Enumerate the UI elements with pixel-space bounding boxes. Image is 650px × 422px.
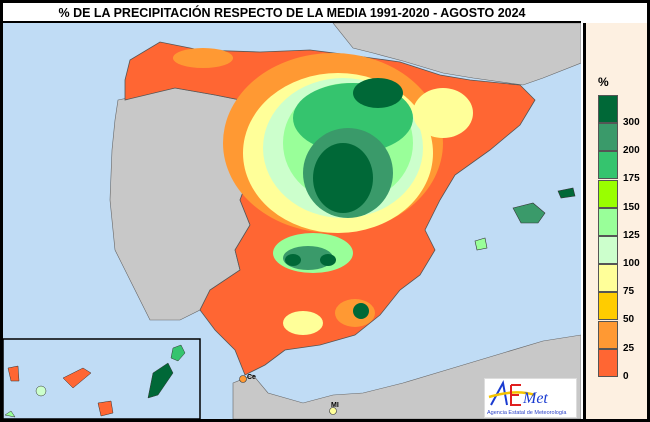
aemet-logo-mark: Met xyxy=(488,380,548,407)
legend-label: 0 xyxy=(623,370,629,382)
logo-subtitle: Agencia Estatal de Meteorología xyxy=(487,410,567,416)
precip-patches xyxy=(173,48,473,335)
precipitation-map: Ce MI xyxy=(3,23,581,419)
legend-swatch xyxy=(598,348,618,377)
legend-swatch xyxy=(598,264,618,293)
svg-text:Met: Met xyxy=(522,390,548,407)
legend-swatch xyxy=(598,151,618,180)
legend-label: 175 xyxy=(623,173,640,185)
legend-label: 200 xyxy=(623,145,640,157)
legend-swatch xyxy=(598,179,618,208)
menorca xyxy=(557,187,576,199)
ceuta-marker xyxy=(239,375,247,383)
ibiza xyxy=(474,237,488,251)
legend-swatch xyxy=(598,123,618,152)
melilla-label: MI xyxy=(331,402,339,409)
legend-label: 125 xyxy=(623,229,640,241)
legend-label: 50 xyxy=(623,314,635,326)
legend-unit: % xyxy=(598,75,609,89)
legend-swatch xyxy=(598,236,618,264)
ceuta-label: Ce xyxy=(247,374,256,381)
aemet-logo: Met Agencia Estatal de Meteorología xyxy=(484,378,577,418)
legend-swatch xyxy=(598,320,618,349)
legend-swatch xyxy=(598,95,618,123)
legend: % 300 200 175 150 125 100 75 50 25 0 xyxy=(583,23,647,419)
legend-swatch xyxy=(598,207,618,236)
legend-label: 150 xyxy=(623,201,640,213)
legend-label: 25 xyxy=(623,342,635,354)
legend-label: 75 xyxy=(623,286,635,298)
melilla-marker xyxy=(329,407,337,415)
legend-swatch xyxy=(598,292,618,321)
legend-label: 100 xyxy=(623,258,640,269)
france xyxy=(332,23,581,86)
map-title: % DE LA PRECIPITACIÓN RESPECTO DE LA MED… xyxy=(3,3,581,23)
canary-islands-inset xyxy=(3,338,201,419)
mallorca xyxy=(512,202,546,224)
legend-label: 300 xyxy=(623,117,640,128)
